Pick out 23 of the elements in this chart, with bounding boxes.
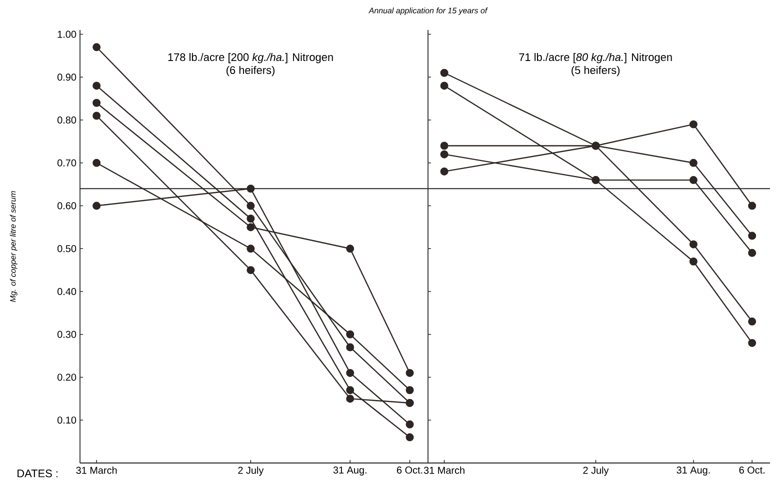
x-axis-title: DATES :: [18, 470, 58, 478]
x-tick-label: 31 Aug.: [676, 466, 710, 476]
y-tick-label: 0.20: [57, 374, 76, 381]
x-tick-label: 31 Aug.: [333, 466, 366, 476]
x-tick-label: 6 Oct.: [396, 466, 422, 474]
text: 71 lb./acre [80 kg./ha.] Nitrogen: [519, 53, 672, 64]
y-tick-label: 0.80: [57, 116, 76, 124]
y-tick-label: 0.70: [57, 159, 76, 166]
x-tick-label: 6 Oct.: [739, 466, 764, 474]
x-tick-label: 31 March: [424, 466, 464, 474]
y-tick-label: 0.50: [57, 245, 76, 252]
y-tick-label: 0.10: [57, 416, 76, 424]
x-tick-label: 31 March: [76, 466, 117, 474]
y-tick-label: 1.00: [58, 30, 76, 38]
text: 178 lb./acre [200 kg./ha.] Nitrogen: [168, 53, 333, 64]
y-tick-label: 0.40: [57, 288, 76, 296]
y-tick-label: 0.60: [57, 202, 76, 210]
y-tick-label: 0.90: [57, 74, 76, 81]
text: (6 heifers): [226, 66, 274, 76]
x-tick-label: 2 July: [238, 466, 264, 476]
x-tick-label: 2 July: [583, 466, 609, 476]
text: (5 heifers): [572, 66, 620, 76]
y-tick-label: 0.30: [57, 330, 76, 338]
